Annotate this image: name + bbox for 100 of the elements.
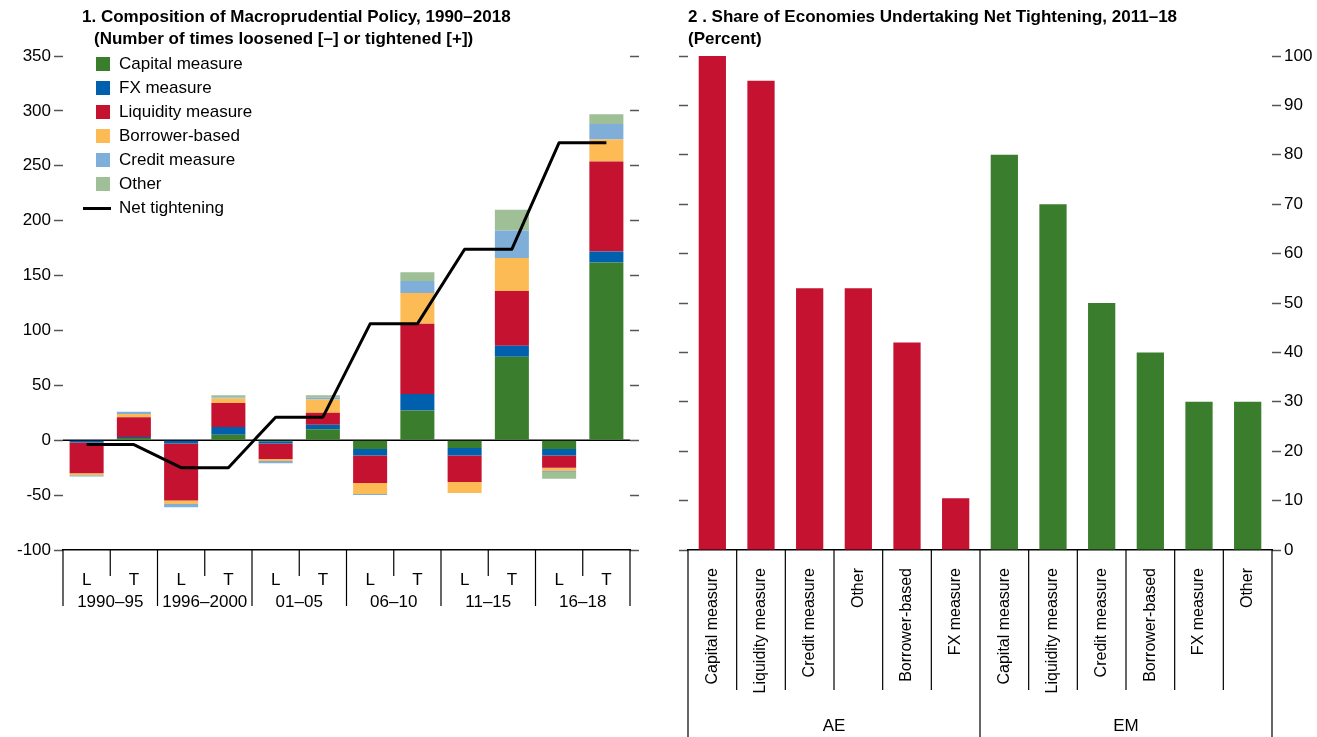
bar xyxy=(494,209,529,231)
bar xyxy=(698,56,726,550)
bar xyxy=(164,443,199,501)
bar xyxy=(1234,401,1262,550)
legend-label: Net tightening xyxy=(119,197,224,219)
text: 16–18 xyxy=(559,591,607,611)
bar xyxy=(542,440,577,449)
x-tick-label: L xyxy=(459,569,470,589)
x-tick-label: FX measure xyxy=(946,567,964,656)
x-tick-label: Credit measure xyxy=(800,567,818,678)
bar xyxy=(211,398,246,403)
bar xyxy=(164,440,199,444)
bar xyxy=(116,417,151,437)
y-tick-label: 100 xyxy=(1284,45,1313,65)
text: EM xyxy=(1113,715,1139,735)
legend-label: Credit measure xyxy=(119,149,236,171)
text: 01–05 xyxy=(275,591,323,611)
x-tick-label: T xyxy=(601,569,612,589)
bar xyxy=(400,323,435,395)
x-tick-label: L xyxy=(176,569,186,589)
text: 1990–95 xyxy=(77,591,144,611)
chart-title: 1. Composition of Macroprudential Policy, 1990–2018 xyxy=(82,6,511,28)
x-tick-label: L xyxy=(365,569,375,589)
bar xyxy=(447,447,482,456)
bar xyxy=(990,154,1018,550)
x-tick-label: Borrower-based xyxy=(1140,568,1158,682)
bar xyxy=(400,410,435,440)
x-tick-label: T xyxy=(412,569,423,589)
text: 1996–2000 xyxy=(162,591,248,611)
bar xyxy=(400,272,435,282)
bar xyxy=(116,411,151,414)
x-tick-label: Liquidity measure xyxy=(751,567,769,694)
bar xyxy=(796,288,824,550)
bar xyxy=(942,498,970,550)
bar xyxy=(589,139,624,162)
legend-label: Liquidity measure xyxy=(119,101,253,123)
bar xyxy=(589,251,624,263)
y-tick-label: -100 xyxy=(16,539,51,559)
bar xyxy=(353,455,388,484)
bar xyxy=(353,440,388,449)
chart-subtitle: (Percent) xyxy=(688,28,763,50)
bar xyxy=(844,288,872,550)
text: 11–15 xyxy=(465,591,512,611)
y-tick-label: 0 xyxy=(41,429,51,449)
y-tick-label: 100 xyxy=(22,320,51,340)
y-tick-label: 30 xyxy=(1284,391,1303,411)
bar xyxy=(1185,401,1213,550)
x-tick-label: L xyxy=(81,569,92,589)
bar xyxy=(494,356,529,440)
y-tick-label: 350 xyxy=(22,45,51,65)
bar xyxy=(589,262,624,440)
x-tick-label: Capital measure xyxy=(994,567,1012,685)
chart-title: 2 . Share of Economies Undertaking Net Tightening, 2011–18 xyxy=(688,6,1178,28)
y-tick-label: 10 xyxy=(1284,490,1303,510)
legend-label: FX measure xyxy=(119,77,212,99)
y-tick-label: 90 xyxy=(1284,95,1303,115)
x-tick-label: T xyxy=(317,569,329,589)
bar xyxy=(400,281,435,294)
bar xyxy=(305,424,340,430)
bar xyxy=(164,503,199,508)
bar xyxy=(747,80,775,550)
x-tick-label: Other xyxy=(848,567,866,609)
x-tick-label: Borrower-based xyxy=(897,568,915,682)
bar xyxy=(494,290,529,346)
x-tick-label: Credit measure xyxy=(1092,567,1110,678)
bar xyxy=(589,161,624,252)
y-tick-label: 200 xyxy=(22,210,51,230)
legend-label: Capital measure xyxy=(119,53,243,75)
y-tick-label: 20 xyxy=(1284,440,1303,460)
legend-label: Borrower-based xyxy=(119,125,240,147)
bar xyxy=(494,257,529,291)
x-tick-label: T xyxy=(128,569,140,589)
y-tick-label: 60 xyxy=(1284,243,1303,263)
bar xyxy=(1088,303,1116,550)
y-tick-label: 40 xyxy=(1284,342,1303,362)
x-tick-label: L xyxy=(270,569,281,589)
bar xyxy=(589,124,624,140)
x-tick-label: T xyxy=(223,569,234,589)
bar xyxy=(447,440,482,448)
y-tick-label: -50 xyxy=(26,484,51,504)
y-tick-label: 0 xyxy=(1284,539,1294,559)
bar xyxy=(542,455,577,468)
bar xyxy=(447,481,482,493)
bar xyxy=(211,427,246,435)
bar xyxy=(258,443,293,459)
bar xyxy=(542,449,577,456)
y-tick-label: 300 xyxy=(22,100,51,120)
x-tick-label: L xyxy=(554,569,564,589)
chart-subtitle: (Number of times loosened [–] or tightened [+]) xyxy=(93,28,475,50)
bar xyxy=(400,394,435,411)
y-tick-label: 80 xyxy=(1284,144,1303,164)
bar xyxy=(211,434,246,440)
y-tick-label: 70 xyxy=(1284,193,1303,213)
y-tick-label: 50 xyxy=(32,375,51,395)
bar xyxy=(494,345,529,357)
bar xyxy=(1136,352,1164,550)
y-tick-label: 50 xyxy=(1284,292,1303,312)
x-tick-label: Capital measure xyxy=(702,567,720,685)
y-tick-label: 250 xyxy=(22,155,51,175)
text: AE xyxy=(822,715,846,735)
